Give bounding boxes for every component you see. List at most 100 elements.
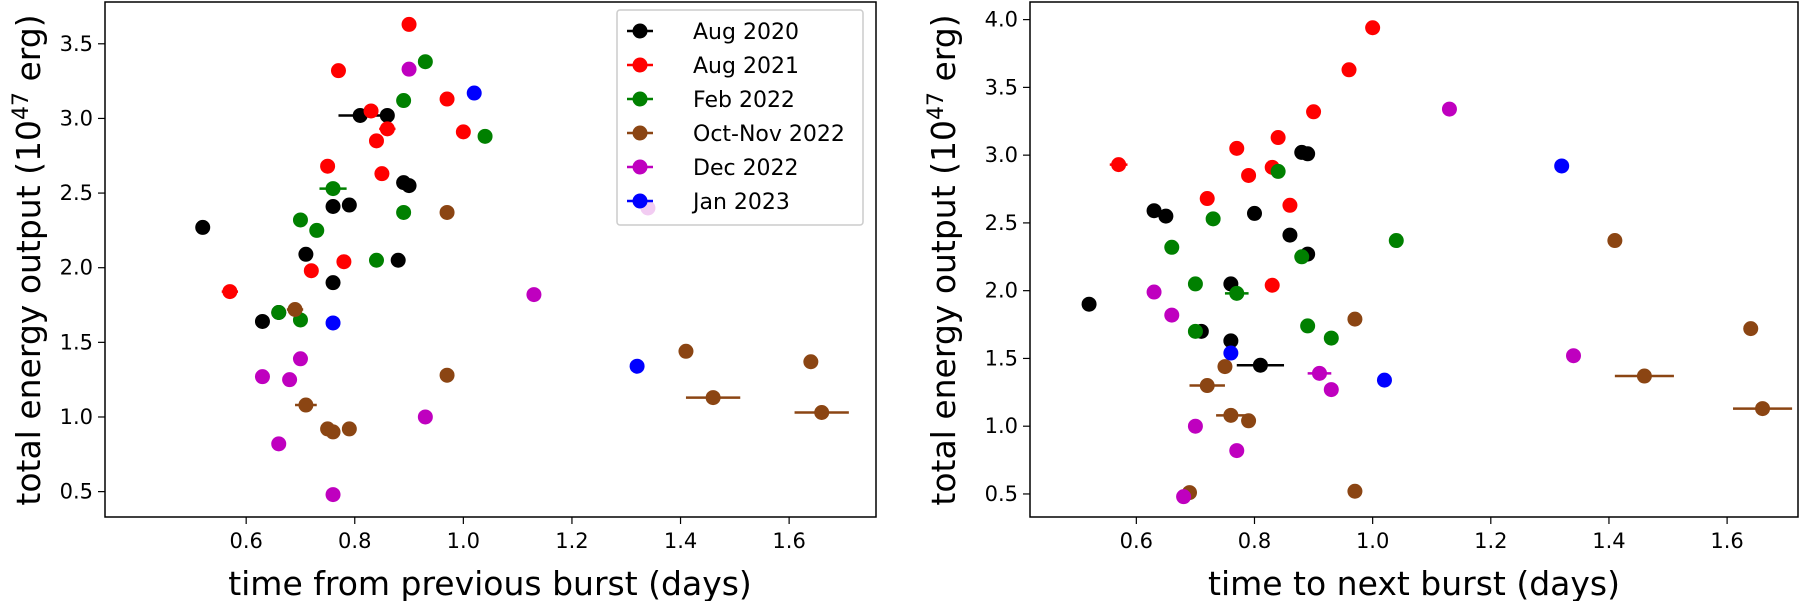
left-y-tick-label: 2.0 xyxy=(60,256,93,280)
data-point xyxy=(379,121,395,137)
right-y-tick-label: 2.0 xyxy=(985,279,1018,303)
data-point xyxy=(396,93,412,109)
data-point xyxy=(325,275,341,291)
left-y-label-exponent: 47 xyxy=(9,92,34,120)
legend-label: Jan 2023 xyxy=(691,190,790,215)
data-point xyxy=(1282,227,1298,243)
right-y-tick-label: 1.0 xyxy=(985,414,1018,438)
right-series-jan-2023 xyxy=(1223,158,1570,388)
data-point xyxy=(439,91,455,107)
legend-marker xyxy=(632,91,648,107)
data-point xyxy=(1270,130,1286,146)
left-y-axis-label: total energy output (1047 erg) xyxy=(9,14,48,505)
data-point xyxy=(1081,296,1097,312)
data-point xyxy=(678,343,694,359)
legend-label: Aug 2020 xyxy=(693,20,799,45)
left-x-tick-label: 1.4 xyxy=(664,529,697,553)
data-point xyxy=(1300,146,1316,162)
legend-label: Feb 2022 xyxy=(693,88,795,113)
data-point xyxy=(466,85,482,101)
data-point xyxy=(1270,163,1286,179)
data-point xyxy=(1187,323,1203,339)
left-x-tick-label: 0.8 xyxy=(338,529,371,553)
left-y-tick-label: 3.5 xyxy=(60,32,93,56)
data-point xyxy=(292,212,308,228)
data-point xyxy=(1347,483,1363,499)
right-y-tick-label: 3.0 xyxy=(985,143,1018,167)
right-y-tick-label: 3.5 xyxy=(985,75,1018,99)
left-series-aug-2021 xyxy=(221,16,471,300)
left-y-tick-label: 2.5 xyxy=(60,181,93,205)
data-point xyxy=(222,284,238,300)
data-point xyxy=(705,390,721,406)
data-point xyxy=(439,367,455,383)
right-series-aug-2020 xyxy=(1081,144,1316,373)
data-point xyxy=(292,351,308,367)
right-x-axis-label: time to next burst (days) xyxy=(1208,564,1620,601)
data-point xyxy=(1241,413,1257,429)
left-x-tick-label: 0.6 xyxy=(229,529,262,553)
data-point xyxy=(1229,140,1245,156)
data-point xyxy=(1229,285,1245,301)
data-point xyxy=(417,54,433,70)
right-panel: 0.6 0.8 1.0 1.2 1.4 1.6 0.5 1.0 1.5 2.0 2.5 3.0 3.5 4… xyxy=(924,1,1799,601)
right-x-tick-label: 1.0 xyxy=(1356,529,1389,553)
right-y-label-suffix: erg) xyxy=(924,14,963,92)
data-point xyxy=(254,313,270,329)
left-x-tick-label: 1.2 xyxy=(555,529,588,553)
data-point xyxy=(325,424,341,440)
left-y-tick-label: 1.5 xyxy=(60,330,93,354)
data-point xyxy=(195,219,211,235)
data-point xyxy=(254,369,270,385)
left-x-tick-label: 1.6 xyxy=(772,529,805,553)
data-point xyxy=(1199,378,1215,394)
data-point xyxy=(1743,321,1759,337)
left-y-label-prefix: total energy output (10 xyxy=(9,120,48,506)
left-series-dec-2022 xyxy=(254,61,656,503)
right-series-dec-2022 xyxy=(1146,101,1582,505)
data-point xyxy=(309,222,325,238)
data-point xyxy=(401,61,417,77)
data-point xyxy=(282,372,298,388)
data-point xyxy=(803,354,819,370)
data-point xyxy=(368,133,384,149)
right-x-tick-label: 0.8 xyxy=(1238,529,1271,553)
data-point xyxy=(1199,191,1215,207)
data-point xyxy=(1164,307,1180,323)
data-point xyxy=(1158,208,1174,224)
data-point xyxy=(1252,357,1268,373)
data-point xyxy=(417,409,433,425)
data-point xyxy=(1607,233,1623,249)
legend-marker xyxy=(632,125,648,141)
data-point xyxy=(455,124,471,140)
data-point xyxy=(477,128,493,144)
data-point xyxy=(1246,205,1262,221)
data-point xyxy=(1111,157,1127,173)
left-panel: 0.6 0.8 1.0 1.2 1.4 1.60.51.01.52.02.53.03.5 … xyxy=(9,1,877,601)
data-point xyxy=(1146,284,1162,300)
left-y-tick-label: 3.0 xyxy=(60,106,93,130)
right-x-tick-label: 0.6 xyxy=(1120,529,1153,553)
data-point xyxy=(1300,318,1316,334)
data-point xyxy=(271,304,287,320)
legend-entry-jan-2023: Jan 2023 xyxy=(627,190,790,215)
left-series-jan-2023 xyxy=(325,85,645,374)
right-series-feb-2022 xyxy=(1164,163,1404,346)
data-point xyxy=(1347,311,1363,327)
legend-marker xyxy=(632,159,648,175)
data-point xyxy=(325,487,341,503)
data-point xyxy=(526,287,542,303)
data-point xyxy=(1164,239,1180,255)
legend-label: Oct-Nov 2022 xyxy=(693,122,845,147)
data-point xyxy=(341,421,357,437)
data-point xyxy=(1341,62,1357,78)
right-x-tick-label: 1.6 xyxy=(1710,529,1743,553)
data-point xyxy=(1241,167,1257,183)
data-point xyxy=(298,397,314,413)
data-point xyxy=(629,358,645,374)
data-point xyxy=(1223,345,1239,361)
right-y-label-prefix: total energy output (10 xyxy=(924,120,963,506)
right-y-tick-label: 0.5 xyxy=(985,482,1018,506)
data-point xyxy=(1187,276,1203,292)
right-y-label-exponent: 47 xyxy=(924,92,949,120)
